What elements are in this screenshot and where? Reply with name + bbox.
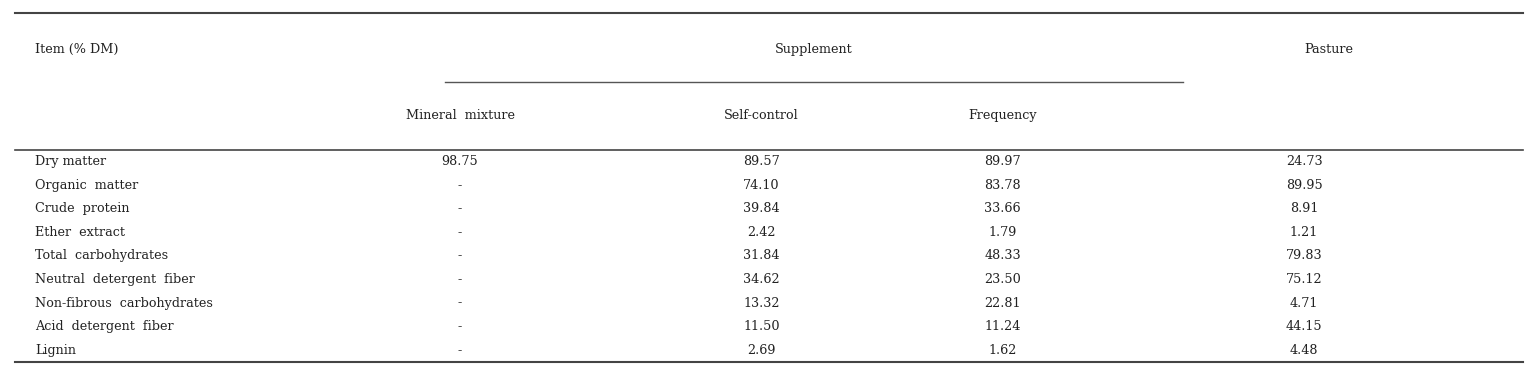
Text: 1.79: 1.79 bbox=[989, 226, 1017, 239]
Text: 8.91: 8.91 bbox=[1290, 202, 1318, 215]
Text: Frequency: Frequency bbox=[969, 109, 1037, 122]
Text: 31.84: 31.84 bbox=[743, 250, 780, 263]
Text: 34.62: 34.62 bbox=[743, 273, 780, 286]
Text: -: - bbox=[458, 226, 461, 239]
Text: Ether  extract: Ether extract bbox=[35, 226, 125, 239]
Text: -: - bbox=[458, 179, 461, 192]
Text: 11.50: 11.50 bbox=[743, 320, 780, 333]
Text: 89.57: 89.57 bbox=[743, 155, 780, 168]
Text: Supplement: Supplement bbox=[775, 43, 854, 56]
Text: Lignin: Lignin bbox=[35, 344, 75, 357]
Text: 23.50: 23.50 bbox=[984, 273, 1021, 286]
Text: 2.42: 2.42 bbox=[747, 226, 775, 239]
Text: Neutral  detergent  fiber: Neutral detergent fiber bbox=[35, 273, 195, 286]
Text: Acid  detergent  fiber: Acid detergent fiber bbox=[35, 320, 174, 333]
Text: 98.75: 98.75 bbox=[441, 155, 478, 168]
Text: -: - bbox=[458, 273, 461, 286]
Text: 1.62: 1.62 bbox=[989, 344, 1017, 357]
Text: 74.10: 74.10 bbox=[743, 179, 780, 192]
Text: Pasture: Pasture bbox=[1304, 43, 1353, 56]
Text: -: - bbox=[458, 250, 461, 263]
Text: 4.48: 4.48 bbox=[1290, 344, 1318, 357]
Text: -: - bbox=[458, 344, 461, 357]
Text: 24.73: 24.73 bbox=[1286, 155, 1323, 168]
Text: 11.24: 11.24 bbox=[984, 320, 1021, 333]
Text: Self-control: Self-control bbox=[724, 109, 798, 122]
Text: Non-fibrous  carbohydrates: Non-fibrous carbohydrates bbox=[35, 297, 212, 310]
Text: Crude  protein: Crude protein bbox=[35, 202, 129, 215]
Text: 83.78: 83.78 bbox=[984, 179, 1021, 192]
Text: 2.69: 2.69 bbox=[747, 344, 775, 357]
Text: 79.83: 79.83 bbox=[1286, 250, 1323, 263]
Text: 22.81: 22.81 bbox=[984, 297, 1021, 310]
Text: -: - bbox=[458, 297, 461, 310]
Text: Total  carbohydrates: Total carbohydrates bbox=[35, 250, 168, 263]
Text: 4.71: 4.71 bbox=[1290, 297, 1318, 310]
Text: Mineral  mixture: Mineral mixture bbox=[406, 109, 515, 122]
Text: Organic  matter: Organic matter bbox=[35, 179, 138, 192]
Text: 44.15: 44.15 bbox=[1286, 320, 1323, 333]
Text: 75.12: 75.12 bbox=[1286, 273, 1323, 286]
Text: Dry matter: Dry matter bbox=[35, 155, 106, 168]
Text: -: - bbox=[458, 202, 461, 215]
Text: Item (% DM): Item (% DM) bbox=[35, 43, 118, 56]
Text: 1.21: 1.21 bbox=[1290, 226, 1318, 239]
Text: 48.33: 48.33 bbox=[984, 250, 1021, 263]
Text: 89.97: 89.97 bbox=[984, 155, 1021, 168]
Text: 13.32: 13.32 bbox=[743, 297, 780, 310]
Text: 39.84: 39.84 bbox=[743, 202, 780, 215]
Text: 89.95: 89.95 bbox=[1286, 179, 1323, 192]
Text: -: - bbox=[458, 320, 461, 333]
Text: 33.66: 33.66 bbox=[984, 202, 1021, 215]
